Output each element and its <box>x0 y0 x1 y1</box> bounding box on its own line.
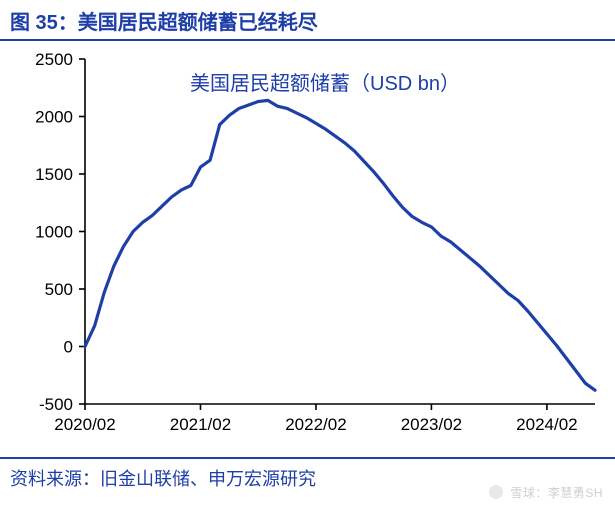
figure-title: 图 35：美国居民超额储蓄已经耗尽 <box>10 12 318 34</box>
svg-text:2022/02: 2022/02 <box>285 415 346 434</box>
watermark-text: 雪球：李慧勇SH <box>510 486 603 500</box>
svg-text:2021/02: 2021/02 <box>170 415 231 434</box>
svg-text:2500: 2500 <box>35 50 73 69</box>
watermark-icon <box>489 485 503 499</box>
svg-text:1500: 1500 <box>35 165 73 184</box>
svg-text:0: 0 <box>64 338 73 357</box>
figure-title-bar: 图 35：美国居民超额储蓄已经耗尽 <box>0 0 615 41</box>
svg-text:1000: 1000 <box>35 223 73 242</box>
svg-text:2024/02: 2024/02 <box>516 415 577 434</box>
chart-area: -500 0 500 1000 1500 2000 2500 2020/02 2021/02 20… <box>10 49 605 449</box>
line-chart-svg: -500 0 500 1000 1500 2000 2500 2020/02 2021/02 20… <box>10 49 605 449</box>
svg-text:2020/02: 2020/02 <box>54 415 115 434</box>
svg-text:2000: 2000 <box>35 108 73 127</box>
source-text: 资料来源：旧金山联储、申万宏源研究 <box>10 469 316 489</box>
svg-text:2023/02: 2023/02 <box>401 415 462 434</box>
svg-text:-500: -500 <box>39 395 73 414</box>
watermark: 雪球：李慧勇SH <box>489 484 603 501</box>
svg-text:500: 500 <box>45 280 73 299</box>
series-legend-label: 美国居民超额储蓄（USD bn） <box>190 67 460 96</box>
